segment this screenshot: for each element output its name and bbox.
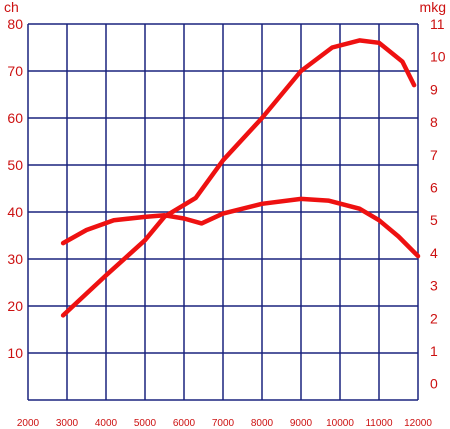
x-axis-tick-label: 8000: [251, 418, 274, 429]
right-axis-tick-label: 0: [430, 376, 438, 392]
right-axis-tick-label: 4: [430, 245, 438, 261]
left-axis-unit-label: ch: [4, 0, 19, 15]
series: [60, 38, 421, 318]
left-axis-tick-label: 60: [7, 110, 23, 126]
right-axis-tick-label: 8: [430, 114, 438, 130]
right-axis-tick-label: 7: [430, 147, 438, 163]
power-curve-line: [60, 38, 417, 318]
right-axis-tick-label: 1: [430, 343, 438, 359]
x-axis-tick-label: 6000: [173, 418, 196, 429]
x-axis-tick-label: 12000: [404, 418, 432, 429]
right-axis-tick-label: 11: [430, 16, 445, 32]
left-axis-tick-label: 70: [7, 63, 23, 79]
left-axis-tick-label: 50: [7, 157, 23, 173]
torque-curve-line: [60, 196, 421, 259]
right-axis-tick-label: 10: [430, 49, 446, 65]
x-axis-tick-label: 10000: [326, 418, 354, 429]
x-axis-tick-label: 11000: [365, 418, 393, 429]
x-axis-tick-label: 5000: [134, 418, 157, 429]
x-axis-tick-label: 2000: [17, 418, 40, 429]
left-axis-tick-label: 40: [7, 204, 23, 220]
right-axis-tick-label: 5: [430, 212, 438, 228]
x-axis-tick-label: 7000: [212, 418, 235, 429]
right-axis-tick-label: 2: [430, 310, 438, 326]
left-axis-tick-label: 20: [7, 298, 23, 314]
right-axis-tick-label: 6: [430, 179, 438, 195]
x-axis-tick-label: 3000: [56, 418, 79, 429]
left-axis-tick-label: 30: [7, 251, 23, 267]
x-axis-tick-label: 4000: [95, 418, 118, 429]
left-axis-tick-label: 80: [7, 16, 23, 32]
axes: 10 20 30 40 50 60 70 80 0 1 2 3 4 5 6 7 8 9 10 11 2000 3000 40…: [7, 16, 445, 429]
left-axis-tick-label: 10: [7, 345, 23, 361]
right-axis-tick-label: 3: [430, 278, 438, 294]
right-axis-unit-label: mkg: [420, 0, 446, 15]
grid: [27, 23, 419, 401]
right-axis-tick-label: 9: [430, 81, 438, 97]
x-axis-tick-label: 9000: [290, 418, 313, 429]
